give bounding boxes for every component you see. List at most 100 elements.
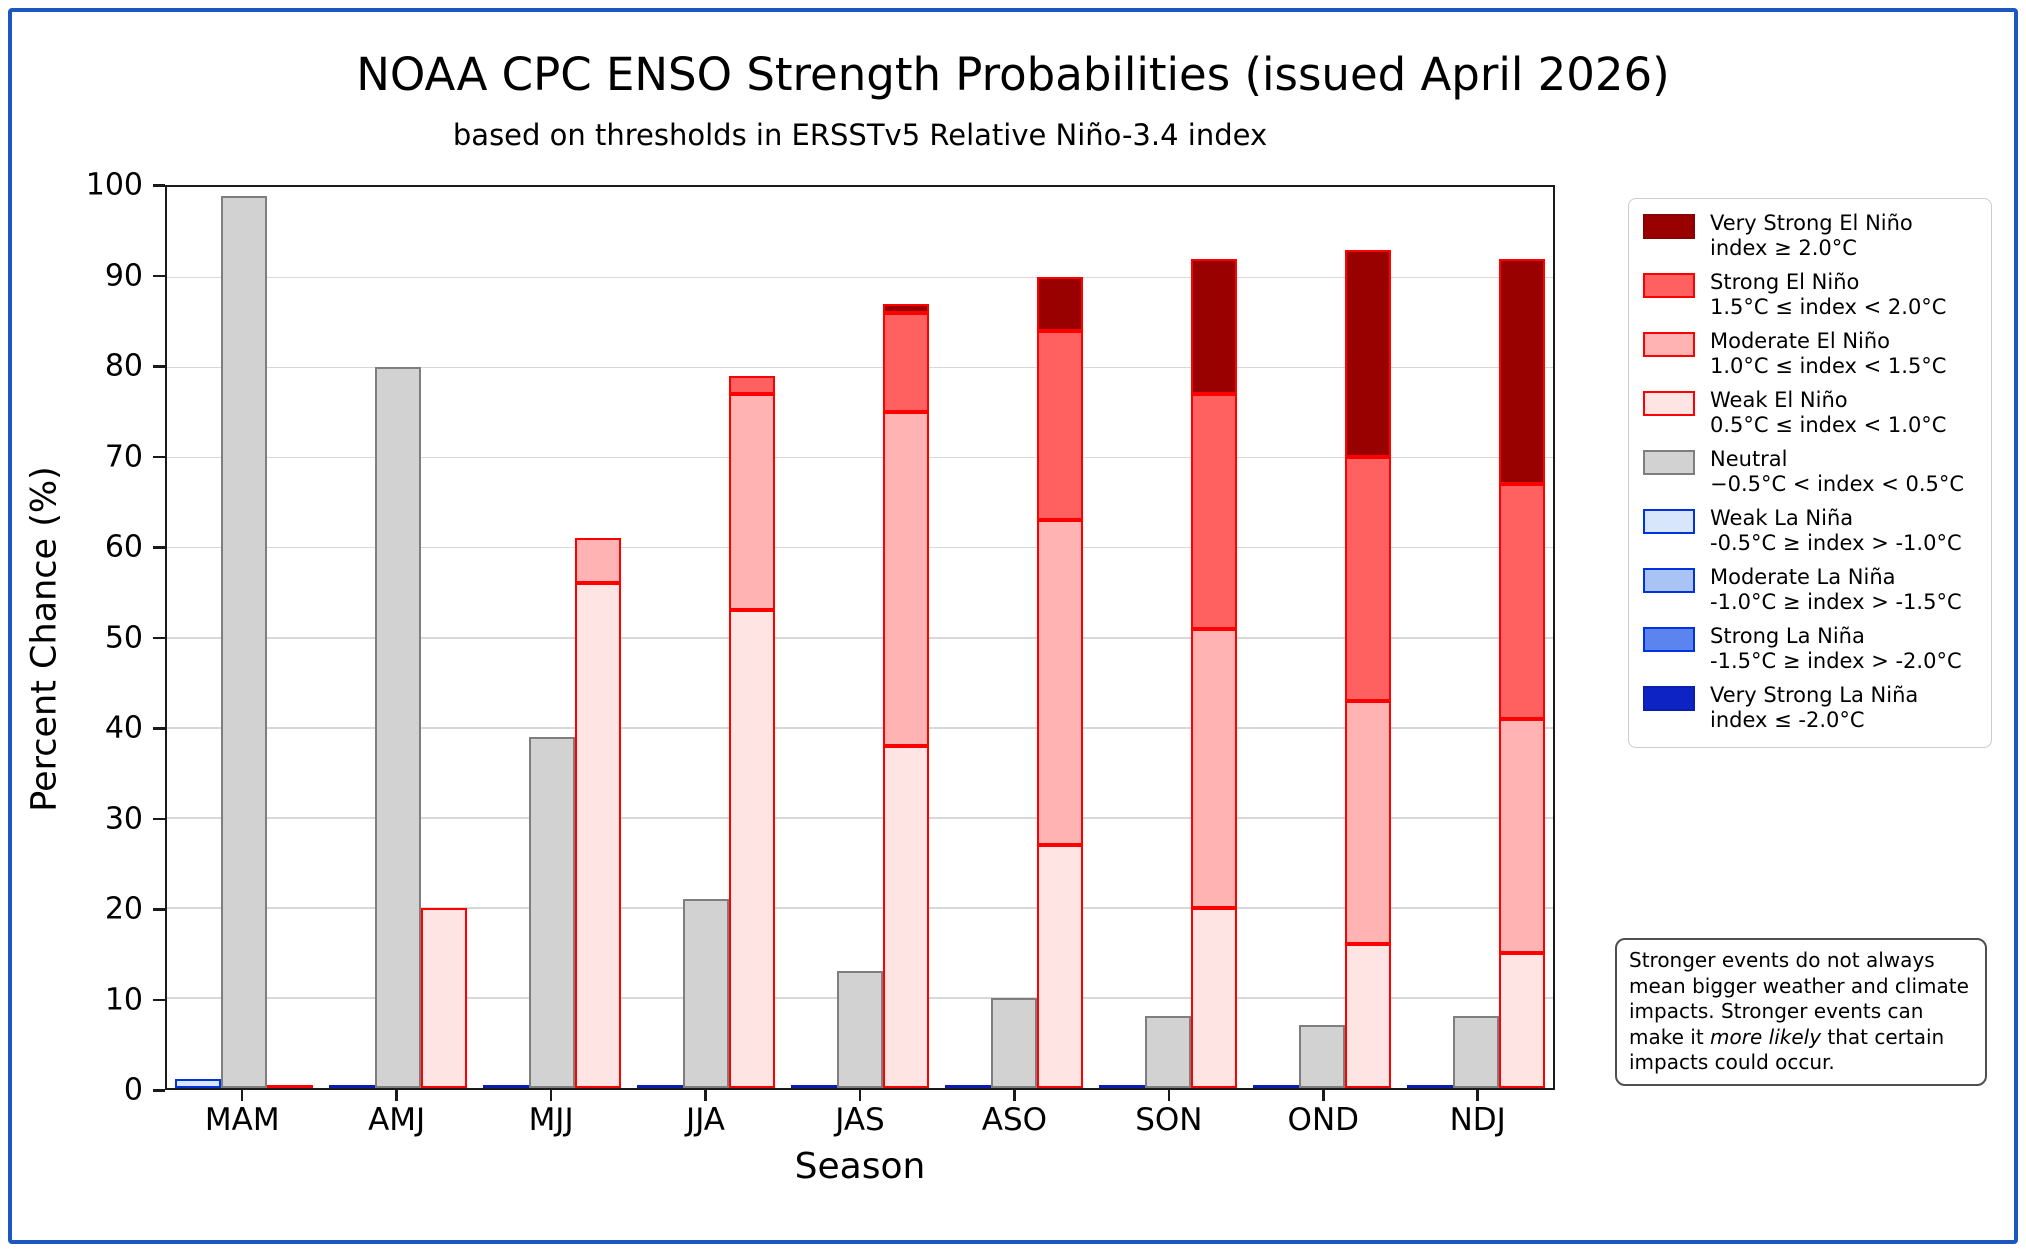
bar-segment-neutral-MAM xyxy=(220,196,267,1088)
legend-label-line2: −0.5°C < index < 0.5°C xyxy=(1710,472,1965,496)
bar-segment-strong-el-ni-o-JJA xyxy=(728,376,775,395)
bar-segment-moderate-el-ni-o-JJA xyxy=(728,394,775,611)
bar-group-JJA xyxy=(629,187,783,1088)
bar-stack-la_nina-MJJ xyxy=(482,187,529,1088)
bar-stack-el_nino-JJA xyxy=(728,187,775,1088)
y-tick-label: 100 xyxy=(85,167,143,203)
x-tick-label-JJA: JJA xyxy=(686,1102,725,1138)
bar-segment-weak-el-ni-o-JAS xyxy=(882,745,929,1088)
x-tick-label-OND: OND xyxy=(1287,1102,1360,1138)
bar-segment-neutral-JJA xyxy=(682,898,729,1088)
chart-subtitle: based on thresholds in ERSSTv5 Relative … xyxy=(452,118,1268,152)
legend-label-moderate-la-ni-a: Moderate La Niña -1.0°C ≥ index > -1.5°C xyxy=(1710,565,1962,615)
legend-label-line2: -0.5°C ≥ index > -1.0°C xyxy=(1710,531,1962,555)
bar-segment-neutral-MJJ xyxy=(528,736,575,1088)
note-text-1: Stronger events do not always mean bigge… xyxy=(1629,948,1969,1049)
bar-segment-weak-el-ni-o-JJA xyxy=(728,610,775,1088)
x-axis-label: Season xyxy=(794,1146,926,1187)
legend-label-line1: Strong La Niña xyxy=(1710,624,1865,648)
y-tick-mark xyxy=(153,274,165,277)
y-tick-label: 0 xyxy=(123,1072,143,1108)
zero-bar-la_nina-JJA xyxy=(636,1085,683,1088)
y-tick-mark xyxy=(153,998,165,1001)
bar-stack-la_nina-MAM xyxy=(174,187,221,1088)
x-axis-tickmarks xyxy=(165,1090,1555,1102)
note-box: Stronger events do not always mean bigge… xyxy=(1615,938,1987,1086)
legend-label-line1: Very Strong La Niña xyxy=(1710,683,1919,707)
legend-label-line1: Neutral xyxy=(1710,447,1788,471)
legend-label-moderate-el-ni-o: Moderate El Niño 1.0°C ≤ index < 1.5°C xyxy=(1710,329,1946,379)
legend-item-very-strong-el-ni-o: Very Strong El Niño index ≥ 2.0°C xyxy=(1643,211,1977,261)
bar-stack-el_nino-NDJ xyxy=(1498,187,1545,1088)
legend-item-strong-la-ni-a: Strong La Niña -1.5°C ≥ index > -2.0°C xyxy=(1643,624,1977,674)
x-tick-label-NDJ: NDJ xyxy=(1449,1102,1506,1138)
legend-item-neutral: Neutral −0.5°C < index < 0.5°C xyxy=(1643,447,1977,497)
bar-stack-la_nina-JJA xyxy=(636,187,683,1088)
note-text-2: that certain impacts could occur. xyxy=(1629,1024,1945,1075)
bar-stack-la_nina-OND xyxy=(1252,187,1299,1088)
y-tick-label: 70 xyxy=(104,439,143,474)
legend-swatch-moderate-la-ni-a xyxy=(1643,568,1695,593)
zero-bar-la_nina-OND xyxy=(1252,1085,1299,1088)
zero-bar-la_nina-SON xyxy=(1098,1085,1145,1088)
gridline-20 xyxy=(167,907,1553,909)
legend-label-line2: -1.5°C ≥ index > -2.0°C xyxy=(1710,649,1962,673)
bar-group-AMJ xyxy=(321,187,475,1088)
y-tick-label: 90 xyxy=(104,258,143,293)
zero-bar-la_nina-JAS xyxy=(790,1085,837,1088)
legend-item-moderate-la-ni-a: Moderate La Niña -1.0°C ≥ index > -1.5°C xyxy=(1643,565,1977,615)
bar-group-OND xyxy=(1245,187,1399,1088)
bar-stack-el_nino-SON xyxy=(1190,187,1237,1088)
zero-bar-el_nino-MAM xyxy=(266,1085,313,1088)
bar-segment-weak-la-ni-a-MAM xyxy=(174,1079,221,1088)
bar-segment-weak-el-ni-o-MJJ xyxy=(574,583,621,1088)
x-tick-mark xyxy=(1013,1090,1016,1101)
bar-stack-neutral-AMJ xyxy=(374,187,421,1088)
bar-stack-el_nino-AMJ xyxy=(420,187,467,1088)
legend-label-strong-el-ni-o: Strong El Niño 1.5°C ≤ index < 2.0°C xyxy=(1710,270,1946,320)
bar-group-JAS xyxy=(783,187,937,1088)
bar-segment-weak-el-ni-o-OND xyxy=(1344,943,1391,1088)
y-tick-mark xyxy=(153,817,165,820)
x-tick-mark xyxy=(1476,1090,1479,1101)
bar-segment-neutral-OND xyxy=(1298,1024,1345,1088)
bar-stack-neutral-ASO xyxy=(990,187,1037,1088)
legend-label-line1: Moderate El Niño xyxy=(1710,329,1891,353)
bar-group-ASO xyxy=(937,187,1091,1088)
y-tick-mark xyxy=(153,546,165,549)
bar-segment-very-strong-el-ni-o-OND xyxy=(1344,250,1391,458)
legend: Very Strong El Niño index ≥ 2.0°C Strong E… xyxy=(1628,198,1992,748)
bar-layer xyxy=(167,187,1553,1088)
legend-label-line1: Strong El Niño xyxy=(1710,270,1860,294)
gridline-30 xyxy=(167,817,1553,819)
legend-label-line1: Weak El Niño xyxy=(1710,388,1848,412)
legend-label-strong-la-ni-a: Strong La Niña -1.5°C ≥ index > -2.0°C xyxy=(1710,624,1962,674)
x-tick-mark-cell-SON xyxy=(1092,1090,1246,1102)
bar-stack-la_nina-AMJ xyxy=(328,187,375,1088)
gridline-80 xyxy=(167,366,1553,369)
bar-stack-la_nina-ASO xyxy=(944,187,991,1088)
bar-stack-el_nino-JAS xyxy=(882,187,929,1088)
bar-stack-el_nino-MJJ xyxy=(574,187,621,1088)
chart-title: NOAA CPC ENSO Strength Probabilities (is… xyxy=(356,48,1670,101)
bar-segment-weak-el-ni-o-SON xyxy=(1190,907,1237,1088)
x-tick-mark-cell-ASO xyxy=(937,1090,1091,1102)
legend-label-line2: 1.5°C ≤ index < 2.0°C xyxy=(1710,295,1947,319)
bar-stack-neutral-MJJ xyxy=(528,187,575,1088)
bar-segment-moderate-el-ni-o-MJJ xyxy=(574,538,621,584)
y-tick-label: 80 xyxy=(104,348,143,384)
bar-segment-weak-el-ni-o-ASO xyxy=(1036,844,1083,1088)
legend-item-strong-el-ni-o: Strong El Niño 1.5°C ≤ index < 2.0°C xyxy=(1643,270,1977,320)
bar-stack-neutral-SON xyxy=(1144,187,1191,1088)
legend-swatch-moderate-el-ni-o xyxy=(1643,332,1695,357)
bar-group-MJJ xyxy=(475,187,629,1088)
x-tick-mark xyxy=(1167,1090,1171,1101)
y-axis-ticks: 0 10 20 30 40 50 60 70 80 90 100 xyxy=(0,168,165,1108)
y-tick-label: 10 xyxy=(104,982,143,1017)
y-tick-mark xyxy=(153,908,165,911)
bar-segment-weak-el-ni-o-AMJ xyxy=(420,907,467,1088)
legend-swatch-weak-el-ni-o xyxy=(1643,391,1695,416)
legend-label-line2: index ≥ 2.0°C xyxy=(1710,236,1857,260)
bar-stack-la_nina-JAS xyxy=(790,187,837,1088)
